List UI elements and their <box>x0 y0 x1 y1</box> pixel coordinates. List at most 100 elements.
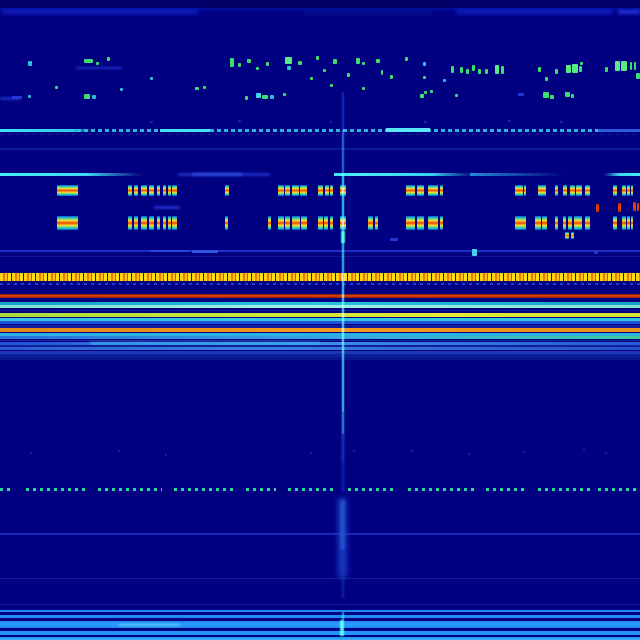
speckle <box>605 67 608 72</box>
speckle <box>615 61 620 71</box>
speckle <box>30 452 32 454</box>
signal-band <box>0 0 640 8</box>
speckle <box>550 95 554 99</box>
burst-block <box>300 184 307 197</box>
speckle <box>605 452 607 454</box>
vertical-sweep-line <box>341 412 345 434</box>
dashed-signal-row <box>0 487 12 491</box>
burst-block <box>168 184 171 197</box>
speckle <box>390 75 393 79</box>
burst-block <box>301 216 307 231</box>
speckle <box>245 96 248 100</box>
speckle <box>451 66 454 73</box>
signal-band <box>0 301 640 305</box>
signal-band <box>0 631 640 635</box>
signal-band <box>0 345 640 347</box>
speckle <box>466 69 469 74</box>
burst-block <box>571 232 574 239</box>
vertical-sweep-line <box>341 130 345 174</box>
burst-block <box>523 216 526 231</box>
signal-band <box>0 148 640 150</box>
speckle <box>523 451 525 453</box>
burst-block <box>278 216 284 231</box>
burst-block <box>428 216 438 231</box>
signal-band <box>0 636 640 640</box>
speckle <box>443 79 446 82</box>
burst-block <box>128 216 132 231</box>
speckle <box>310 77 313 80</box>
burst-block <box>515 216 523 231</box>
speckle <box>84 59 93 63</box>
vertical-sweep-line <box>341 236 345 276</box>
speckle <box>405 57 408 61</box>
speckle <box>571 94 574 98</box>
signal-band <box>456 10 612 14</box>
burst-block <box>576 184 582 197</box>
speckle <box>472 249 477 256</box>
speckle <box>572 64 578 73</box>
burst-block <box>268 216 271 231</box>
signal-band <box>0 354 640 357</box>
signal-band <box>470 173 566 176</box>
speckle <box>266 62 269 66</box>
dashed-signal-row <box>26 487 86 491</box>
speckle <box>630 62 632 70</box>
vertical-sweep-line <box>341 174 345 236</box>
speckle <box>538 67 541 72</box>
speckle <box>310 452 312 454</box>
burst-block <box>613 216 617 231</box>
burst-block <box>585 184 590 197</box>
speckle <box>238 63 241 67</box>
dashed-row-highlight <box>160 128 210 132</box>
burst-block <box>292 216 300 231</box>
signal-band <box>0 609 640 613</box>
burst-block <box>318 216 323 231</box>
burst-block <box>565 232 569 239</box>
dashed-signal-row <box>486 487 526 491</box>
signal-band <box>0 313 640 317</box>
signal-band <box>0 172 143 177</box>
burst-block <box>368 216 373 231</box>
signal-band <box>0 351 640 354</box>
speckle <box>566 65 571 73</box>
speckle <box>285 57 292 64</box>
speckle <box>356 58 360 64</box>
speckle <box>560 121 563 123</box>
burst-block <box>57 216 78 231</box>
burst-block <box>285 216 290 231</box>
speckle <box>424 121 427 123</box>
speckle <box>230 58 234 67</box>
speckle <box>287 66 291 70</box>
burst-red-mark <box>637 203 639 211</box>
dashed-signal-row <box>174 487 234 491</box>
speckle <box>330 84 333 87</box>
speckle <box>508 120 511 122</box>
burst-block <box>324 216 328 231</box>
speckle <box>468 453 470 455</box>
signal-band <box>618 9 640 14</box>
signal-band <box>0 96 20 100</box>
speckle <box>323 69 326 72</box>
burst-block <box>515 184 523 197</box>
burst-block <box>292 184 299 197</box>
burst-block <box>440 184 443 197</box>
dashed-signal-row <box>598 487 640 491</box>
burst-block <box>285 184 290 197</box>
speckle <box>247 59 251 63</box>
signal-band <box>90 341 320 345</box>
signal-band <box>0 621 640 629</box>
speckle <box>478 69 481 74</box>
burst-red-mark <box>618 203 621 212</box>
burst-block <box>622 184 626 197</box>
sweep-line-knot <box>340 231 345 243</box>
signal-band <box>154 205 180 209</box>
burst-block <box>128 184 132 197</box>
burst-block <box>57 184 78 197</box>
speckle <box>283 93 286 96</box>
signal-band <box>0 347 640 351</box>
speckle <box>580 62 583 65</box>
signal-band <box>604 172 640 176</box>
speckle <box>120 88 123 91</box>
burst-block <box>225 184 229 197</box>
dashed-signal-row <box>288 487 334 491</box>
